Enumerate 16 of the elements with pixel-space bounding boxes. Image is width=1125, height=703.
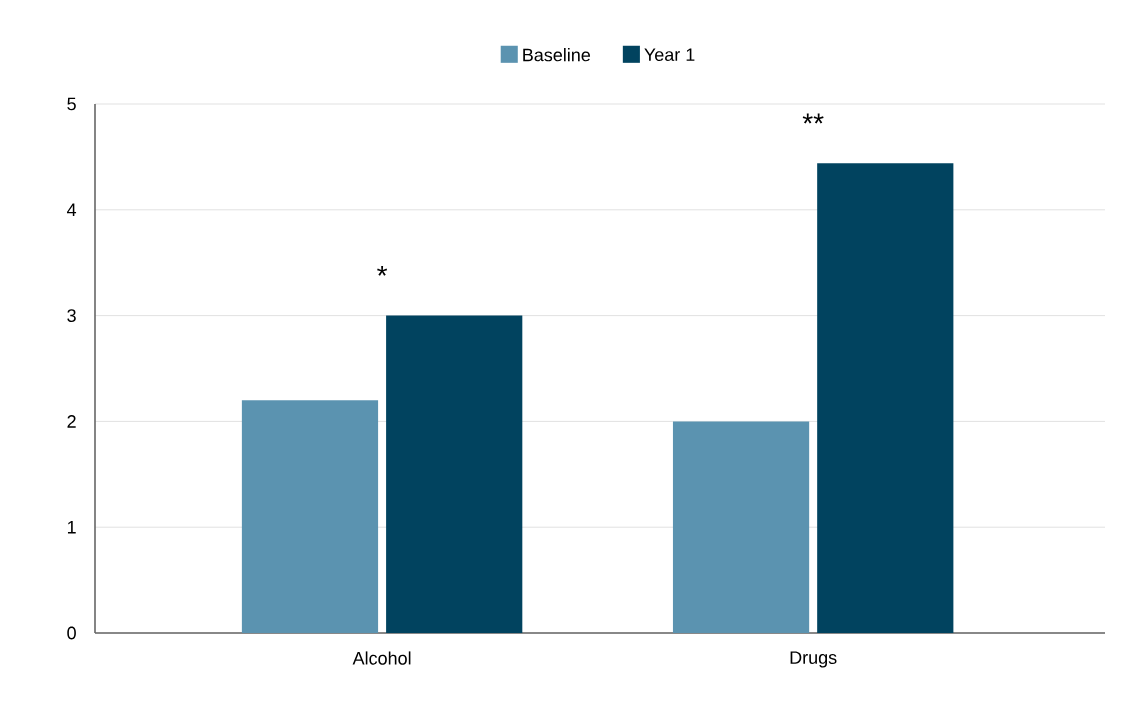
y-tick-label: 5 [67, 97, 76, 111]
bar [672, 421, 810, 633]
x-tick-label: Drugs [790, 651, 837, 668]
y-tick-label: 3 [67, 309, 76, 322]
y-tick-label: 0 [67, 626, 76, 640]
y-tick-label: 2 [67, 415, 76, 428]
annotation: * [377, 265, 388, 276]
bar [241, 400, 379, 633]
legend-label: Baseline [523, 48, 591, 62]
y-tick-label: 4 [67, 203, 77, 216]
y-tick-label: 1 [67, 521, 76, 534]
annotation: ** [802, 113, 824, 124]
bar [817, 163, 954, 633]
bar [386, 315, 523, 633]
x-tick-label: Alcohol [352, 651, 411, 665]
legend-label: Year 1 [644, 48, 695, 62]
